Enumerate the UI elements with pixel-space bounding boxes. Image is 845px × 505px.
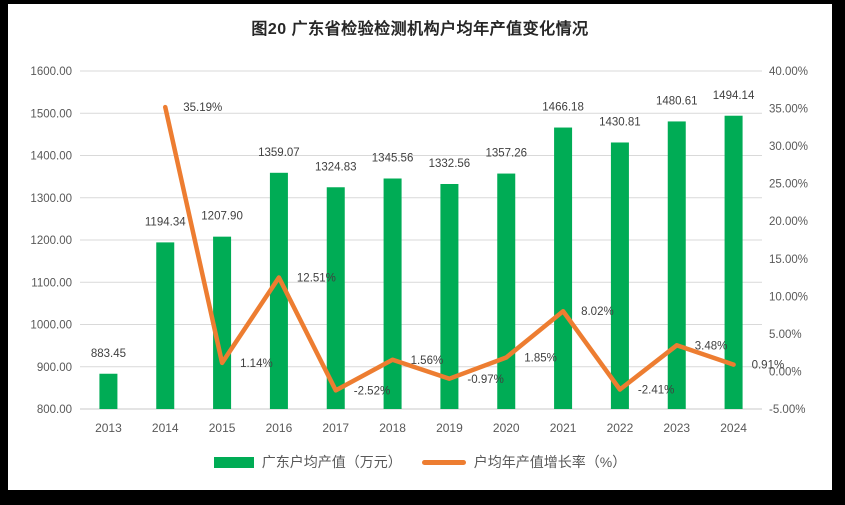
bar-2018 [383, 178, 402, 409]
bar-value-label: 1324.83 [315, 161, 357, 173]
bar-value-label: 1357.26 [485, 148, 527, 160]
bar-value-label: 1494.14 [713, 90, 755, 102]
y-axis-right-label: 20.00% [769, 216, 808, 228]
bar-2016 [269, 172, 288, 409]
bar-2020 [497, 173, 516, 409]
line-value-label: -2.52% [354, 385, 390, 397]
bar-2019 [440, 183, 459, 409]
y-axis-right-label: 35.00% [769, 104, 808, 116]
line-value-label: 8.02% [581, 306, 614, 318]
line-value-label: -2.41% [638, 385, 674, 397]
bar-2017 [326, 187, 345, 409]
x-axis-label: 2023 [663, 421, 690, 435]
x-axis-label: 2024 [720, 421, 747, 435]
x-axis-label: 2021 [550, 421, 577, 435]
chart-title: 图20 广东省检验检测机构户均年产值变化情况 [251, 21, 589, 38]
line-value-label: 3.48% [695, 340, 728, 352]
y-axis-left-label: 1500.00 [30, 108, 72, 120]
bar-value-label: 883.45 [91, 348, 126, 360]
bar-value-label: 1194.34 [145, 216, 186, 228]
bar-value-label: 1430.81 [599, 117, 641, 129]
bar-2014 [156, 242, 175, 409]
y-axis-left-label: 1100.00 [31, 277, 72, 289]
plot-area: 800.00 900.00 1000.00 1100.00 1200.00 1300.00… [30, 66, 808, 435]
y-axis-right-label: 5.00% [769, 329, 802, 341]
x-axis-label: 2018 [379, 421, 406, 435]
bar-value-label: 1480.61 [656, 95, 698, 107]
y-axis-right-label: 10.00% [769, 291, 808, 303]
line-value-label: 1.85% [524, 353, 557, 365]
y-axis-left-label: 800.00 [37, 404, 72, 416]
x-axis-label: 2016 [266, 421, 293, 435]
line-value-label: 35.19% [183, 102, 222, 114]
y-axis-right-label: 0.00% [769, 366, 802, 378]
y-axis-right-label: 40.00% [769, 66, 808, 78]
legend: 广东户均产值（万元） 户均年产值增长率（%） [8, 452, 832, 472]
y-axis-left-label: 1000.00 [30, 320, 72, 332]
bar-2022 [610, 142, 629, 409]
x-axis-label: 2017 [322, 421, 349, 435]
x-axis-label: 2013 [95, 421, 122, 435]
bar-2023 [667, 121, 686, 410]
line-series-label: 户均年产值增长率（%） [473, 454, 627, 470]
y-axis-right-label: 15.00% [769, 254, 808, 266]
bar-value-label: 1332.56 [429, 158, 471, 170]
bar-value-label: 1345.56 [372, 153, 414, 165]
y-axis-left-label: 900.00 [37, 362, 72, 374]
y-axis-right-label: 30.00% [769, 141, 808, 153]
line-value-label: 0.91% [752, 360, 785, 372]
bar-2021 [554, 127, 573, 410]
legend-item-line-series: 户均年产值增长率（%） [421, 452, 627, 472]
bar-value-label: 1207.90 [201, 211, 243, 223]
line-value-label: 12.51% [297, 273, 336, 285]
y-axis-left-label: 1300.00 [30, 193, 72, 205]
y-axis-left-label: 1200.00 [30, 235, 72, 247]
legend-item-bar-series: 广东户均产值（万元） [213, 452, 402, 472]
line-value-label: -0.97% [467, 374, 503, 386]
line-value-label: 1.56% [411, 355, 444, 367]
bar-series-label: 广东户均产值（万元） [261, 454, 402, 470]
x-axis-label: 2020 [493, 421, 520, 435]
bar-series-swatch-icon [213, 456, 254, 468]
y-axis-right-label: 25.00% [769, 179, 808, 191]
x-axis-label: 2014 [152, 421, 179, 435]
bar-2015 [213, 236, 232, 409]
line-series-swatch-icon [421, 459, 466, 465]
y-axis-left-label: 1600.00 [30, 66, 72, 78]
bar-2024 [724, 115, 743, 409]
bar-2013 [99, 373, 118, 409]
chart-frame: 图20 广东省检验检测机构户均年产值变化情况 800.00 900.00 1000.… [8, 4, 832, 490]
line-value-label: 1.14% [240, 358, 273, 370]
bar-value-label: 1359.07 [258, 147, 300, 159]
bar-value-label: 1466.18 [542, 102, 584, 114]
y-axis-right-label: -5.00% [769, 404, 805, 416]
x-axis-label: 2019 [436, 421, 463, 435]
x-axis-label: 2022 [607, 421, 634, 435]
x-axis-label: 2015 [209, 421, 236, 435]
y-axis-left-label: 1400.00 [30, 151, 72, 163]
growth-rate-line [163, 104, 736, 393]
